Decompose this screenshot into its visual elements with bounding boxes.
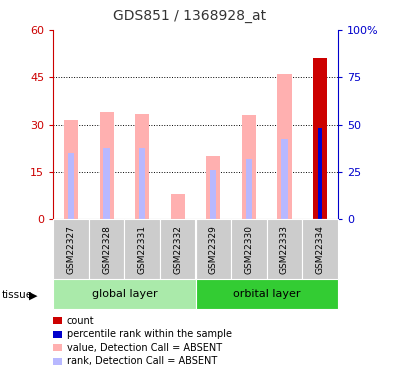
Bar: [53, 279, 196, 309]
Bar: [103, 148, 110, 219]
Bar: [139, 148, 145, 219]
Text: GSM22327: GSM22327: [67, 225, 75, 273]
Bar: [171, 194, 185, 219]
Bar: [267, 219, 302, 281]
Bar: [160, 219, 196, 281]
Text: GDS851 / 1368928_at: GDS851 / 1368928_at: [113, 9, 266, 23]
Text: GSM22331: GSM22331: [138, 225, 147, 274]
Bar: [281, 139, 288, 219]
Text: value, Detection Call = ABSENT: value, Detection Call = ABSENT: [67, 343, 222, 352]
Bar: [318, 128, 322, 219]
Text: global layer: global layer: [92, 290, 157, 299]
Bar: [277, 74, 292, 219]
Bar: [124, 219, 160, 281]
Text: GSM22334: GSM22334: [316, 225, 324, 273]
Text: GSM22332: GSM22332: [173, 225, 182, 273]
Text: GSM22333: GSM22333: [280, 225, 289, 274]
Bar: [135, 114, 149, 219]
Text: percentile rank within the sample: percentile rank within the sample: [67, 329, 232, 339]
Bar: [246, 159, 252, 219]
Bar: [302, 219, 338, 281]
Bar: [206, 156, 220, 219]
Text: GSM22328: GSM22328: [102, 225, 111, 273]
Bar: [313, 58, 327, 219]
Bar: [242, 115, 256, 219]
Text: count: count: [67, 316, 94, 326]
Bar: [89, 219, 124, 281]
Text: orbital layer: orbital layer: [233, 290, 300, 299]
Text: GSM22329: GSM22329: [209, 225, 218, 273]
Bar: [53, 219, 89, 281]
Bar: [210, 171, 216, 219]
Bar: [196, 219, 231, 281]
Text: GSM22330: GSM22330: [245, 225, 253, 274]
Bar: [68, 153, 74, 219]
Text: ▶: ▶: [29, 291, 38, 300]
Bar: [64, 120, 78, 219]
Bar: [100, 112, 114, 219]
Text: rank, Detection Call = ABSENT: rank, Detection Call = ABSENT: [67, 356, 217, 366]
Bar: [231, 219, 267, 281]
Bar: [196, 279, 338, 309]
Text: tissue: tissue: [2, 291, 33, 300]
